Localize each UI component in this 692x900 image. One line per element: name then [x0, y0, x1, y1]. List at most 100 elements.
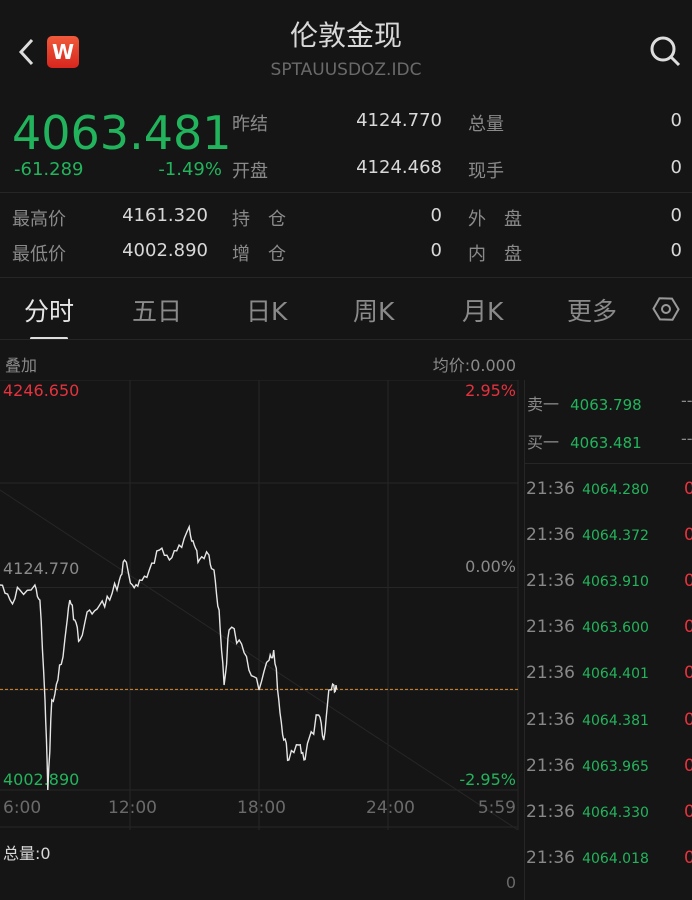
trade-row: 21:36 4064.401 0: [526, 663, 692, 685]
trade-time: 21:36: [526, 663, 575, 684]
active-tab-indicator: [30, 337, 68, 340]
x-tick-label: 12:00: [108, 798, 157, 818]
search-button[interactable]: [648, 34, 682, 72]
stat-label: 最高价: [12, 209, 66, 230]
stat-label: 开盘: [232, 161, 268, 182]
y-label-low: 4002.890: [3, 770, 80, 789]
stat-value: 0: [430, 205, 442, 226]
trade-price: 4063.600: [582, 620, 649, 637]
trade-row: 21:36 4063.965 0: [526, 756, 692, 778]
stat-label: 增 仓: [232, 244, 286, 265]
trade-volume: 0: [684, 479, 692, 499]
trade-price: 4064.280: [582, 482, 649, 498]
trade-volume: 0: [684, 571, 692, 592]
price-change-pct: -1.49%: [158, 159, 222, 180]
stat-value: 4002.890: [122, 240, 208, 261]
ask-row: 卖一 4063.798 --: [527, 391, 692, 415]
trade-volume: 0: [684, 663, 692, 684]
x-tick-label: 6:00: [3, 798, 42, 818]
chevron-left-icon: [18, 38, 34, 66]
trade-volume: 0: [684, 617, 692, 638]
trade-time: 21:36: [526, 479, 575, 499]
search-icon: [650, 36, 681, 67]
intraday-chart[interactable]: [0, 380, 520, 830]
stat-label: 外 盘: [468, 209, 522, 230]
pct-label-ref: 0.00%: [465, 557, 516, 576]
trade-volume: 0: [684, 709, 692, 730]
back-button[interactable]: [12, 34, 40, 70]
chart-settings-button[interactable]: [652, 295, 680, 327]
brand-badge: W: [47, 36, 79, 68]
stat-value: 4124.468: [356, 157, 442, 178]
stat-label: 昨结: [232, 114, 268, 135]
trade-volume: 0: [684, 755, 692, 776]
hexagon-settings-icon: [652, 297, 680, 321]
trade-row: 21:36 4063.600 0: [526, 617, 692, 639]
bid-volume: --: [681, 429, 692, 448]
trade-time: 21:36: [526, 709, 575, 730]
stat-value: 0: [670, 205, 682, 226]
x-tick-label: 5:59: [477, 798, 516, 818]
last-price: 4063.481: [12, 106, 232, 160]
trade-row: 21:36 4064.018 0: [526, 848, 692, 870]
bid-label: 买一: [527, 433, 560, 452]
volume-total: 总量:0: [3, 844, 51, 863]
overlay-button[interactable]: 叠加: [5, 356, 38, 375]
volume-top-border: [0, 489, 519, 830]
trade-price: 4063.910: [582, 574, 649, 591]
order-book: 卖一 4063.798 -- 买一 4063.481 --: [524, 380, 692, 464]
stat-value: 0: [670, 110, 682, 131]
trade-price: 4064.372: [582, 528, 649, 545]
trade-volume: 0: [684, 847, 692, 868]
price-line: [0, 524, 338, 791]
trade-price: 4063.965: [582, 758, 649, 775]
trade-row: 21:36 4064.381 0: [526, 710, 692, 732]
trade-time: 21:36: [526, 525, 575, 546]
ask-price: 4063.798: [570, 396, 642, 414]
trade-price: 4064.381: [582, 712, 649, 729]
trade-time: 21:36: [526, 617, 575, 638]
pct-label-low: -2.95%: [459, 770, 516, 789]
symbol-code: SPTAUUSDOZ.IDC: [270, 60, 422, 80]
x-tick-label: 24:00: [366, 798, 415, 818]
tab-five-day[interactable]: 五日: [132, 297, 183, 326]
page-title: 伦敦金现: [289, 19, 402, 52]
stat-label: 总量: [468, 114, 504, 135]
stat-value: 0: [670, 157, 682, 178]
stat-value: 0: [670, 240, 682, 261]
trade-time: 21:36: [526, 755, 575, 776]
y-label-ref: 4124.770: [3, 559, 80, 578]
price-change: -61.289: [14, 159, 84, 180]
y-label-high: 4246.650: [3, 381, 80, 400]
stat-value: 4124.770: [356, 110, 442, 131]
stat-value: 0: [430, 240, 442, 261]
trade-row: 21:36 4064.372 0: [526, 525, 692, 547]
trade-row: 21:36 4064.280 0: [526, 479, 692, 501]
trade-price: 4064.330: [582, 804, 649, 821]
pct-label-high: 2.95%: [465, 381, 516, 400]
trade-volume: 0: [684, 801, 692, 822]
bid-price: 4063.481: [570, 434, 642, 452]
tab-intraday[interactable]: 分时: [24, 297, 75, 326]
trade-row: 21:36 4063.910 0: [526, 571, 692, 593]
trade-price: 4064.018: [582, 850, 649, 867]
tab-monthly-k[interactable]: 月K: [462, 297, 504, 326]
trade-time: 21:36: [526, 801, 575, 822]
trade-time: 21:36: [526, 571, 575, 592]
stat-label: 内 盘: [468, 244, 522, 265]
tab-more[interactable]: 更多: [567, 297, 618, 326]
trade-price: 4064.401: [582, 666, 649, 683]
stat-label: 现手: [468, 161, 504, 182]
tab-weekly-k[interactable]: 周K: [353, 297, 395, 326]
trade-row: 21:36 4064.330 0: [526, 802, 692, 824]
trade-time: 21:36: [526, 847, 575, 868]
trade-list-divider: [524, 464, 525, 900]
tab-daily-k[interactable]: 日K: [246, 297, 288, 326]
stat-label: 最低价: [12, 244, 66, 265]
average-price: 均价:0.000: [432, 356, 516, 375]
x-tick-label: 18:00: [237, 798, 286, 818]
stat-label: 持 仓: [232, 209, 286, 230]
stat-value: 4161.320: [122, 205, 208, 226]
ask-volume: --: [681, 391, 692, 410]
volume-axis-max: 0: [505, 873, 516, 892]
